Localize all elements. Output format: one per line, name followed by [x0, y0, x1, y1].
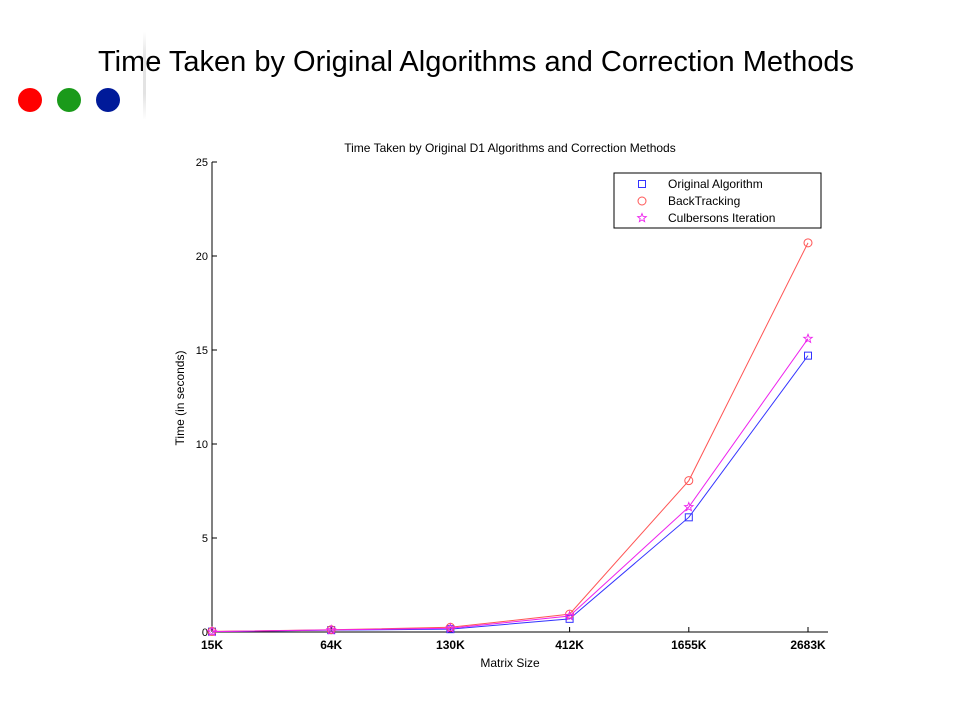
square-marker — [565, 614, 574, 623]
series-line — [211, 338, 809, 633]
x-tick-label: 412K — [555, 638, 584, 652]
y-axis-label: Time (in seconds) — [173, 351, 187, 446]
axes: 0 5 10 15 20 25 15K 64K 130K 412K 1655K 2683K — [196, 157, 828, 652]
x-axis-label: Matrix Size — [480, 656, 540, 670]
title-divider — [143, 32, 146, 120]
circle-marker — [684, 476, 694, 486]
slide-title: Time Taken by Original Algorithms and Co… — [98, 46, 854, 78]
y-tick-label: 0 — [202, 627, 208, 639]
star-marker — [802, 332, 814, 344]
x-tick-label: 1655K — [671, 638, 707, 652]
blue-dot — [96, 88, 120, 112]
square-marker — [684, 513, 693, 522]
star-marker — [444, 622, 456, 633]
star-marker — [564, 610, 576, 621]
circle-marker — [803, 238, 813, 248]
series-2 — [207, 238, 813, 636]
star-marker — [683, 501, 695, 512]
legend-box — [613, 172, 822, 229]
chart-title: Time Taken by Original D1 Algorithms and… — [344, 141, 675, 155]
circle-marker — [637, 196, 647, 206]
series-1 — [208, 351, 812, 636]
x-tick-label: 15K — [201, 638, 223, 652]
legend-label: Culbersons Iteration — [668, 211, 775, 225]
y-tick-label: 5 — [202, 533, 208, 545]
square-marker — [804, 351, 812, 360]
square-marker — [638, 180, 646, 188]
y-tick-label: 25 — [196, 157, 208, 169]
y-tick-label: 10 — [196, 439, 208, 451]
series-line — [211, 355, 809, 633]
star-marker — [206, 625, 218, 637]
green-dot — [57, 88, 81, 112]
series-3 — [206, 332, 814, 637]
series-line — [211, 242, 809, 632]
x-tick-label: 64K — [320, 638, 342, 652]
star-marker — [636, 212, 648, 223]
x-tick-label: 130K — [436, 638, 465, 652]
legend: Original Algorithm BackTracking Culbersons… — [613, 172, 822, 229]
series-lines — [206, 238, 814, 637]
star-marker — [325, 624, 337, 635]
y-tick-label: 15 — [196, 345, 208, 357]
x-tick-label: 2683K — [790, 638, 826, 652]
y-tick-label: 20 — [196, 251, 208, 263]
legend-label: Original Algorithm — [668, 177, 763, 191]
legend-label: BackTracking — [668, 194, 740, 208]
red-dot — [18, 88, 42, 112]
